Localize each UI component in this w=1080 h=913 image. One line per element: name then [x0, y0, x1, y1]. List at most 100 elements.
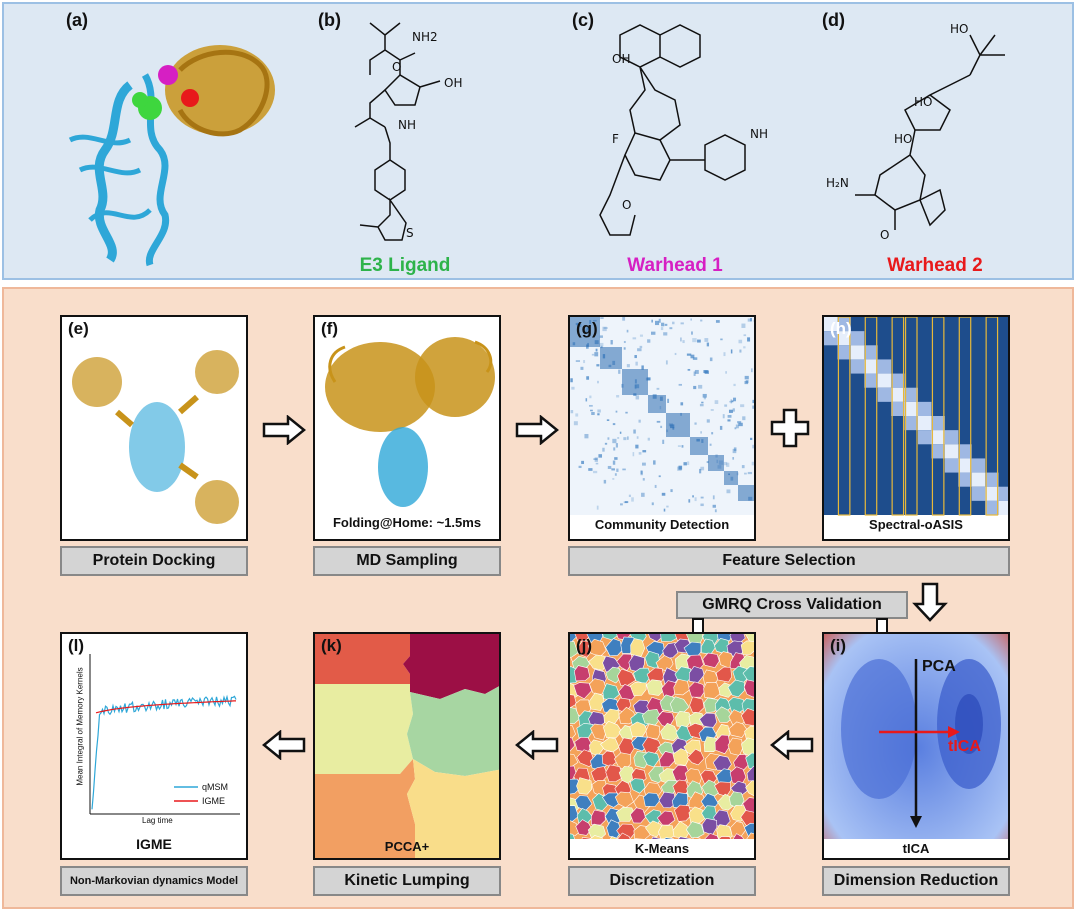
cluster-cell [740, 708, 754, 726]
cluster-cell [743, 679, 754, 698]
igme-y-axis-label: Mean Integral of Memory Kernels [75, 667, 85, 786]
cluster-cell [688, 681, 706, 698]
community-block [622, 369, 648, 395]
cluster-cell [648, 766, 665, 784]
stage-discretization: Discretization [568, 866, 756, 896]
panel-label-i: (i) [830, 636, 847, 655]
cluster-cell [575, 819, 592, 836]
arrow-right-icon [515, 415, 559, 445]
stage-protein-docking: Protein Docking [60, 546, 248, 576]
igme-plot [89, 654, 240, 815]
pca-axis-label: PCA [922, 658, 956, 675]
protein-complex-structure [68, 45, 275, 267]
cluster-cell [570, 820, 581, 837]
cluster-cell [615, 806, 635, 822]
e3-ligand-structure [354, 22, 441, 241]
selected-feature-column [904, 317, 918, 516]
igme-line [95, 700, 236, 714]
cluster-cell [714, 706, 735, 723]
selected-feature-column [837, 317, 851, 516]
cluster-cell [576, 777, 593, 795]
stage-dimension-reduction: Dimension Reduction [822, 866, 1010, 896]
atom-o-c: O [622, 198, 632, 212]
cluster-cell [658, 791, 676, 809]
kmeans-caption: K-Means [570, 839, 754, 858]
cluster-cell [630, 638, 646, 657]
atom-h2n: H₂N [826, 176, 849, 190]
cluster-cell [603, 720, 623, 739]
cluster-cell [573, 665, 591, 682]
cluster-cell [703, 697, 719, 714]
stage-feature-selection: Feature Selection [568, 546, 1010, 576]
igme-caption: IGME [136, 836, 172, 852]
docking-frame: (e) [60, 315, 248, 541]
cluster-cell [590, 809, 606, 826]
community-caption: Community Detection [594, 517, 730, 532]
selected-feature-column [985, 317, 999, 516]
atom-ho-p1: HO [950, 22, 969, 36]
kmeans-voronoi [570, 634, 754, 858]
community-frame: (g) Community Detection [568, 315, 756, 541]
atom-nh2: NH2 [412, 30, 438, 44]
community-block [666, 413, 690, 437]
legend-qmsm: qMSM [202, 782, 229, 792]
warhead2-name: Warhead 2 [887, 255, 983, 276]
cluster-cell [576, 749, 595, 768]
cluster-cell [570, 725, 576, 741]
cluster-cell [714, 734, 731, 755]
cluster-cell [573, 682, 592, 700]
cluster-cell [740, 640, 754, 655]
cluster-cell [656, 810, 676, 826]
atom-ho-1: HO [914, 95, 933, 109]
spectral-caption: Spectral-oASIS [869, 517, 963, 532]
cluster-cell [629, 807, 646, 824]
md-caption: Folding@Home: ~1.5ms [332, 515, 482, 530]
community-block [724, 471, 738, 485]
tica-caption: tICA [824, 839, 1008, 858]
arrow-left-icon [515, 730, 559, 760]
cluster-cell [745, 634, 754, 643]
cluster-cell [588, 654, 608, 671]
community-block [708, 455, 724, 471]
cluster-cell [605, 764, 624, 783]
cluster-cell [605, 638, 623, 657]
community-block [570, 317, 600, 347]
cluster-cell [745, 752, 754, 769]
cluster-cell [742, 797, 754, 813]
atom-o: O [392, 60, 402, 74]
panel-label-l: (l) [68, 636, 85, 655]
spectral-matrix [824, 317, 1008, 516]
cluster-cell [742, 666, 754, 683]
cluster-cell [672, 748, 690, 766]
panel-label-g: (g) [576, 319, 598, 338]
cluster-cell [629, 721, 648, 738]
panel-label-c: (c) [572, 10, 594, 30]
cluster-cell [590, 723, 607, 741]
cluster-cell [616, 653, 633, 671]
cluster-cell [642, 751, 660, 768]
cluster-cell [660, 634, 678, 642]
cluster-cell [629, 778, 646, 794]
pcca-caption: PCCA+ [384, 839, 430, 854]
cluster-cell [674, 804, 692, 822]
cluster-cell [728, 721, 748, 738]
cluster-cell [588, 692, 605, 711]
community-matrix [570, 317, 754, 515]
qmsm-line [91, 694, 237, 810]
arrow-left-icon [770, 730, 814, 760]
pcca-states [315, 634, 499, 858]
arrow-left-icon [262, 730, 306, 760]
stage-non-markovian-model: Non-Markovian dynamics Model [60, 866, 248, 896]
cluster-cell [570, 736, 576, 752]
cluster-cell [645, 723, 661, 740]
cluster-cell [660, 722, 680, 742]
stage-gmrq-cross-validation: GMRQ Cross Validation [676, 591, 908, 619]
panel-label-f: (f) [321, 319, 338, 338]
cluster-cell [662, 642, 679, 659]
tica-frame: (i) PCA tICA tICA [822, 632, 1010, 860]
stage-kinetic-lumping: Kinetic Lumping [313, 866, 501, 896]
docking-illustration [72, 350, 239, 524]
panel-label-h: (h) [830, 319, 852, 338]
atom-nh: NH [398, 118, 416, 132]
community-block [600, 347, 622, 369]
